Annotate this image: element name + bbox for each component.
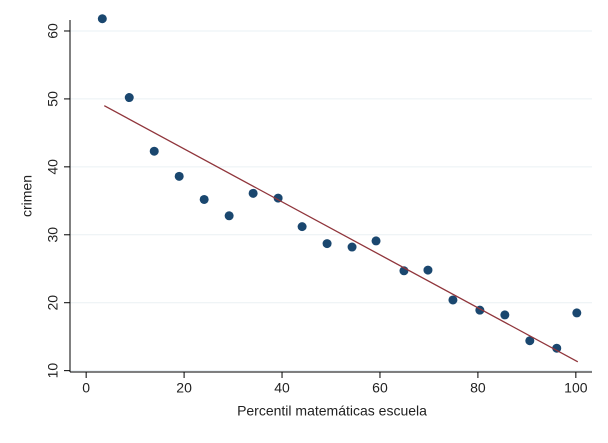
point <box>248 188 258 198</box>
point <box>371 236 381 246</box>
point <box>297 222 307 232</box>
point <box>174 171 184 181</box>
x-tick-label: 0 <box>82 380 90 396</box>
point <box>347 242 357 252</box>
y-tick-label: 40 <box>45 159 61 175</box>
y-tick-label: 10 <box>45 363 61 379</box>
x-tick-label: 80 <box>470 380 486 396</box>
point <box>124 93 134 103</box>
point <box>525 336 535 346</box>
x-axis-label: Percentil matemáticas escuela <box>237 403 427 419</box>
point <box>552 343 562 353</box>
point <box>199 194 209 204</box>
point <box>322 239 332 249</box>
point <box>572 308 582 318</box>
y-axis-label: crimen <box>19 175 35 217</box>
point <box>423 265 433 275</box>
y-tick-label: 50 <box>45 91 61 107</box>
fit-line <box>103 105 579 363</box>
point <box>224 211 234 221</box>
point <box>97 14 107 24</box>
y-tick-label: 20 <box>45 295 61 311</box>
y-tick-label: 60 <box>45 23 61 39</box>
x-tick-label: 100 <box>564 380 588 396</box>
x-tick-label: 20 <box>176 380 192 396</box>
point <box>149 146 159 156</box>
point <box>500 310 510 320</box>
point <box>448 295 458 305</box>
y-tick-label: 30 <box>45 227 61 243</box>
x-tick-label: 60 <box>372 380 388 396</box>
x-tick-label: 40 <box>274 380 290 396</box>
